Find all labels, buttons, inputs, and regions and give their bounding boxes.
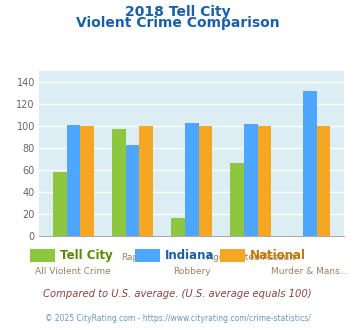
Text: Murder & Mans...: Murder & Mans... xyxy=(271,267,349,276)
Text: 2018 Tell City: 2018 Tell City xyxy=(125,5,230,19)
Bar xyxy=(317,126,331,236)
Bar xyxy=(126,145,139,236)
Text: Aggravated Assault: Aggravated Assault xyxy=(207,253,295,262)
Bar xyxy=(80,126,94,236)
Bar xyxy=(112,129,126,236)
Bar xyxy=(198,126,212,236)
Bar xyxy=(139,126,153,236)
Text: Robbery: Robbery xyxy=(173,267,211,276)
Text: Indiana: Indiana xyxy=(165,249,214,262)
Text: Violent Crime Comparison: Violent Crime Comparison xyxy=(76,16,279,30)
Text: National: National xyxy=(250,249,306,262)
Bar xyxy=(244,124,258,236)
Bar xyxy=(258,126,271,236)
Bar xyxy=(185,123,198,236)
Text: Tell City: Tell City xyxy=(60,249,113,262)
Bar xyxy=(53,172,66,236)
Text: Compared to U.S. average. (U.S. average equals 100): Compared to U.S. average. (U.S. average … xyxy=(43,289,312,299)
Bar xyxy=(230,163,244,236)
Text: © 2025 CityRating.com - https://www.cityrating.com/crime-statistics/: © 2025 CityRating.com - https://www.city… xyxy=(45,314,310,323)
Bar xyxy=(66,125,80,236)
Text: Rape: Rape xyxy=(121,253,144,262)
Bar xyxy=(303,91,317,236)
Bar xyxy=(171,218,185,236)
Text: All Violent Crime: All Violent Crime xyxy=(36,267,111,276)
